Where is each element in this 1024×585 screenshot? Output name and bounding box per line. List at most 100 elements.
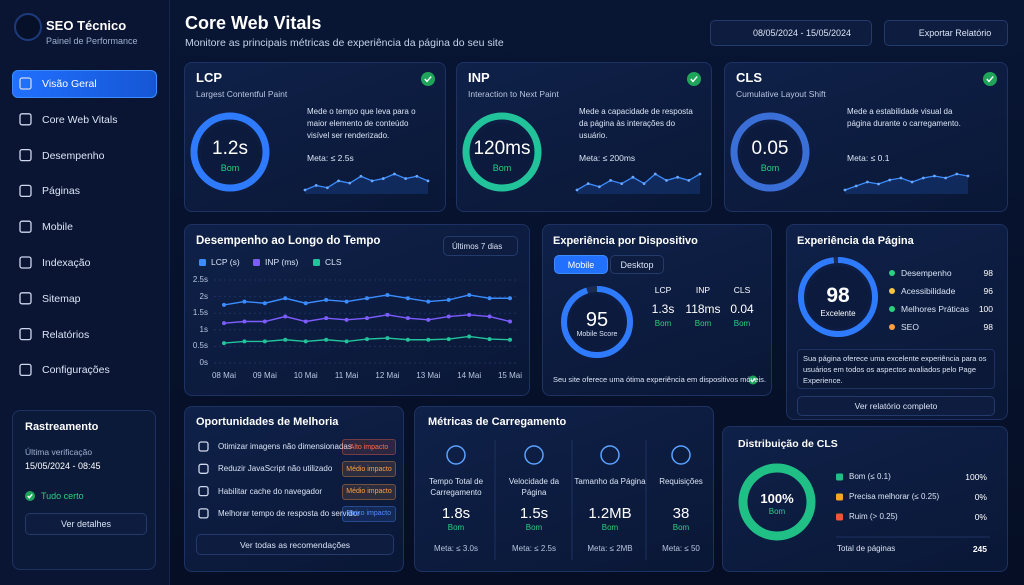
impact-badge: Baixo impacto bbox=[342, 505, 396, 522]
nav-item[interactable]: Mobile bbox=[42, 221, 73, 234]
brand: SEO Técnico bbox=[46, 18, 127, 33]
opportunity-text: Habilitar cache do navegador bbox=[218, 486, 323, 496]
x-tick-label: 08 Mai bbox=[211, 371, 236, 380]
crawl-label: Última verificação bbox=[25, 447, 93, 457]
load-target: Meta: ≤ 2MB bbox=[587, 544, 633, 553]
x-tick-label: 15 Mai bbox=[497, 371, 522, 380]
tab[interactable]: Desktop bbox=[610, 255, 664, 274]
metric-target: Meta: ≤ 200ms bbox=[579, 153, 636, 163]
metric-value: 0.05 bbox=[751, 138, 789, 159]
cls-legend-value: 100% bbox=[965, 472, 987, 482]
metric-rating: Bom bbox=[492, 163, 512, 173]
cls-legend-label: Ruim (> 0.25) bbox=[849, 512, 898, 521]
nav-item[interactable]: Configurações bbox=[42, 364, 110, 377]
chart-title: Desempenho ao Longo do Tempo bbox=[196, 235, 381, 247]
metric-description: Mede o tempo que leva para o maior eleme… bbox=[307, 107, 416, 140]
y-tick-label: 1s bbox=[199, 324, 208, 334]
metric-description: Mede a capacidade de resposta da página … bbox=[579, 107, 693, 140]
y-tick-label: 1.5s bbox=[192, 308, 208, 318]
page-exp-value: 98 bbox=[983, 268, 993, 278]
opportunity-text: Melhorar tempo de resposta do servidor bbox=[218, 508, 360, 518]
tagline: Painel de Performance bbox=[46, 36, 138, 46]
page-exp-button[interactable]: Ver relatório completo bbox=[797, 396, 995, 416]
page-exp-rating: Excelente bbox=[820, 309, 856, 318]
cls-title: Distribuição de CLS bbox=[738, 438, 838, 450]
metric-full-name: Largest Contentful Paint bbox=[196, 89, 288, 99]
opportunities-button[interactable]: Ver todas as recomendações bbox=[196, 534, 394, 555]
page-exp-score: 98 bbox=[826, 284, 850, 307]
load-target: Meta: ≤ 2.5s bbox=[512, 544, 556, 553]
device-metric-value: 118ms bbox=[685, 302, 721, 316]
donut-center-value: 100% bbox=[760, 491, 794, 506]
load-label: Requisições bbox=[659, 477, 703, 486]
opportunity-text: Otimizar imagens não dimensionadas bbox=[218, 442, 352, 451]
x-tick-label: 12 Mai bbox=[375, 371, 400, 380]
tab[interactable]: Mobile bbox=[554, 255, 608, 274]
x-tick-label: 11 Mai bbox=[334, 371, 359, 380]
load-rating: Bom bbox=[525, 523, 543, 532]
metric-name: INP bbox=[468, 70, 490, 85]
load-target: Meta: ≤ 50 bbox=[662, 544, 700, 553]
load-metrics-card bbox=[414, 406, 714, 572]
device-metric-value: 1.3s bbox=[651, 302, 675, 316]
y-tick-label: 2.5s bbox=[192, 275, 208, 284]
metric-name: LCP bbox=[196, 70, 222, 85]
opportunities-title: Oportunidades de Melhoria bbox=[196, 416, 339, 428]
load-title: Métricas de Carregamento bbox=[428, 416, 567, 428]
cls-legend-value: 0% bbox=[974, 512, 987, 522]
page-exp-item: Acessibilidade bbox=[901, 286, 956, 296]
page-subtitle: Monitore as principais métricas de exper… bbox=[185, 37, 504, 49]
device-score-label: Mobile Score bbox=[576, 331, 618, 338]
date-range[interactable]: 08/05/2024 - 15/05/2024 bbox=[710, 20, 872, 46]
device-metric-name: LCP bbox=[654, 285, 672, 295]
donut-center-label: Bom bbox=[768, 507, 786, 516]
page-exp-title: Experiência da Página bbox=[797, 235, 914, 247]
export-button[interactable]: Exportar Relatório bbox=[884, 20, 1008, 46]
nav-active bbox=[12, 70, 157, 98]
metric-description: Mede a estabilidade visual da página dur… bbox=[847, 107, 961, 128]
device-metric-name: CLS bbox=[733, 285, 751, 295]
nav-item[interactable]: Visão Geral bbox=[42, 78, 97, 90]
crawl-date: 15/05/2024 - 08:45 bbox=[25, 461, 101, 471]
page-exp-value: 100 bbox=[978, 304, 993, 314]
device-title: Experiência por Dispositivo bbox=[553, 235, 698, 247]
load-target: Meta: ≤ 3.0s bbox=[434, 544, 478, 553]
crawl-card bbox=[12, 410, 156, 570]
nav-item[interactable]: Páginas bbox=[42, 185, 80, 198]
nav-item[interactable]: Core Web Vitals bbox=[42, 113, 118, 126]
load-rating: Bom bbox=[447, 523, 465, 532]
metric-name: CLS bbox=[736, 70, 762, 85]
nav-item[interactable]: Indexação bbox=[42, 257, 91, 269]
x-tick-label: 13 Mai bbox=[416, 371, 441, 380]
metric-target: Meta: ≤ 0.1 bbox=[847, 153, 890, 163]
impact-badge: Médio impacto bbox=[342, 483, 396, 500]
crawl-status: Tudo certo bbox=[41, 491, 84, 501]
x-tick-label: 10 Mai bbox=[293, 371, 318, 380]
metric-value: 120ms bbox=[473, 138, 531, 159]
load-label: Tamanho da Página bbox=[574, 477, 646, 486]
device-metric-rating: Bom bbox=[733, 319, 751, 328]
nav-item[interactable]: Sitemap bbox=[42, 292, 81, 305]
device-metric-name: INP bbox=[695, 285, 711, 295]
nav-item[interactable]: Desempenho bbox=[42, 149, 105, 162]
metric-full-name: Interaction to Next Paint bbox=[468, 89, 559, 99]
device-note: Seu site oferece uma ótima experiência e… bbox=[553, 375, 767, 384]
load-value: 1.8s bbox=[441, 505, 471, 522]
opportunity-text: Reduzir JavaScript não utilizado bbox=[218, 464, 333, 474]
legend-label: CLS bbox=[325, 257, 342, 267]
metric-card bbox=[724, 62, 1008, 212]
page-exp-item: Desempenho bbox=[901, 268, 952, 278]
crawl-button[interactable]: Ver detalhes bbox=[25, 513, 147, 535]
range-select[interactable]: Últimos 7 dias bbox=[443, 236, 518, 256]
y-tick-label: 2s bbox=[199, 291, 208, 301]
page-exp-item: SEO bbox=[901, 322, 919, 332]
load-value: 1.2MB bbox=[588, 505, 632, 522]
page-exp-value: 96 bbox=[983, 286, 993, 296]
page-title: Core Web Vitals bbox=[185, 13, 322, 33]
impact-badge: Alto impacto bbox=[342, 439, 396, 455]
nav-item[interactable]: Relatórios bbox=[42, 328, 90, 341]
cls-legend-label: Bom (≤ 0.1) bbox=[849, 472, 891, 481]
page-exp-value: 98 bbox=[983, 322, 993, 332]
x-tick-label: 14 Mai bbox=[457, 371, 482, 380]
